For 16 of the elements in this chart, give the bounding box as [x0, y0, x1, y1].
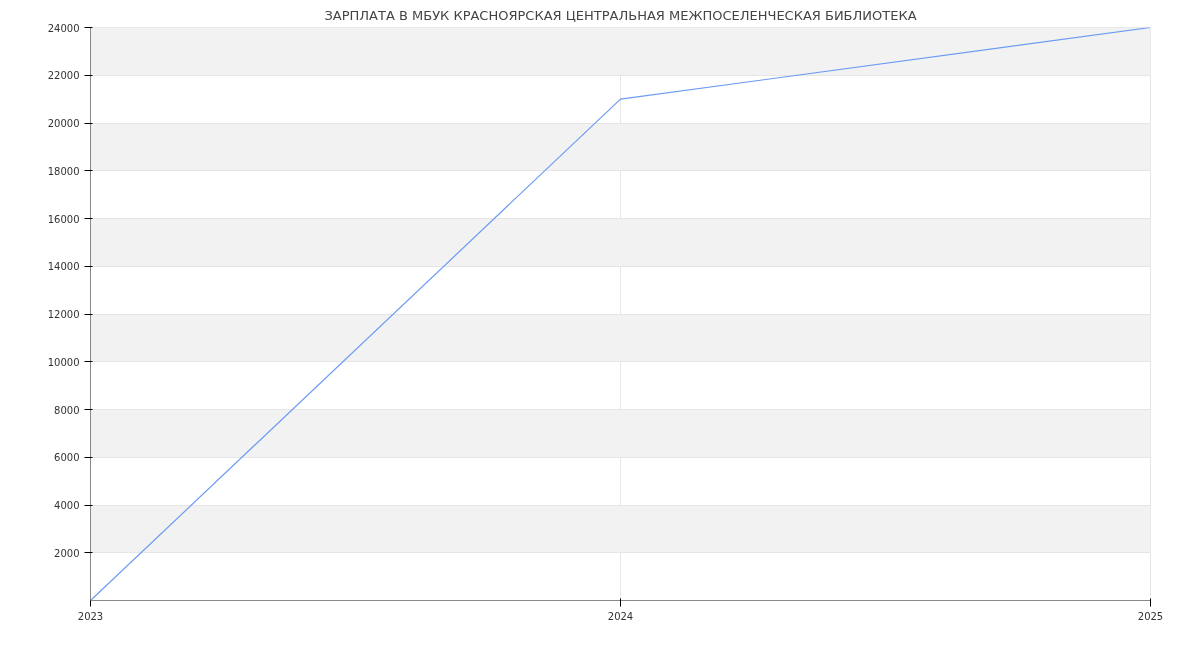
x-tick-label: 2025 — [1137, 610, 1164, 622]
y-tick-label: 20000 — [47, 118, 80, 129]
chart-title: ЗАРПЛАТА В МБУК КРАСНОЯРСКАЯ ЦЕНТРАЛЬНАЯ МЕЖПОСЕЛЕНЧЕСКАЯ БИБЛИОТЕКА — [324, 7, 917, 23]
y-tick-label: 16000 — [47, 213, 80, 225]
y-tick-label: 4000 — [54, 500, 80, 511]
x-tick-label: 2023 — [77, 610, 104, 622]
y-tick-label: 12000 — [47, 309, 80, 320]
y-tick-label: 18000 — [47, 165, 80, 177]
y-tick-label: 8000 — [54, 404, 80, 416]
y-tick-label: 22000 — [47, 70, 80, 82]
y-tick-label: 6000 — [54, 452, 80, 464]
y-tick-label: 10000 — [47, 356, 80, 368]
x-tick-label: 2024 — [607, 610, 634, 622]
y-tick-label: 24000 — [47, 22, 80, 34]
y-tick-label: 2000 — [54, 547, 80, 559]
y-tick-label: 14000 — [47, 261, 80, 273]
